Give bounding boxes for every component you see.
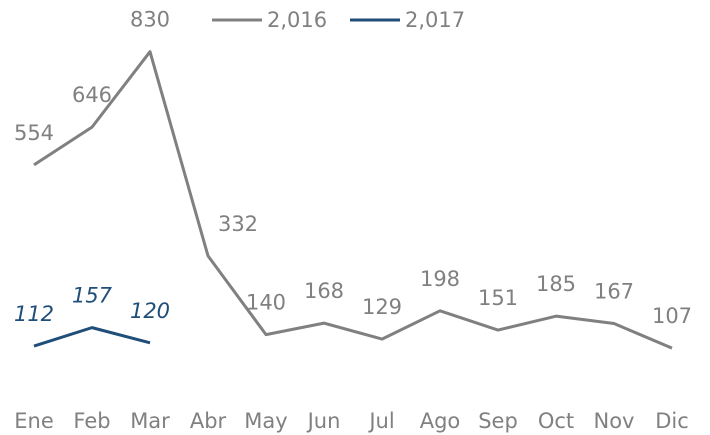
x-tick-label: Jul [367, 409, 394, 433]
data-label: 198 [420, 267, 460, 291]
x-tick-label: Sep [478, 409, 518, 433]
x-tick-label: Abr [190, 409, 227, 433]
data-label: 140 [246, 291, 286, 315]
data-label: 129 [362, 295, 402, 319]
legend-label: 2,016 [267, 8, 327, 32]
data-label: 646 [72, 83, 112, 107]
data-label: 157 [72, 284, 113, 308]
legend-label: 2,017 [405, 8, 465, 32]
x-tick-label: Dic [655, 409, 689, 433]
x-tick-label: Nov [594, 409, 635, 433]
series-line [33, 50, 673, 350]
data-label: 151 [478, 286, 518, 310]
x-tick-label: Ago [420, 409, 461, 433]
data-label: 112 [14, 302, 54, 326]
series-line [33, 326, 151, 348]
data-label: 167 [594, 280, 634, 304]
data-label: 554 [14, 121, 54, 145]
x-tick-label: Mar [130, 409, 170, 433]
data-label: 185 [536, 272, 576, 296]
data-label: 830 [130, 8, 170, 32]
data-label: 107 [652, 304, 692, 328]
x-tick-label: Oct [538, 409, 574, 433]
data-label: 168 [304, 279, 344, 303]
x-tick-label: May [244, 409, 287, 433]
x-tick-label: Jun [306, 409, 341, 433]
data-label: 120 [130, 299, 170, 323]
data-label: 332 [218, 212, 258, 236]
x-tick-label: Ene [14, 409, 54, 433]
x-tick-label: Feb [73, 409, 110, 433]
